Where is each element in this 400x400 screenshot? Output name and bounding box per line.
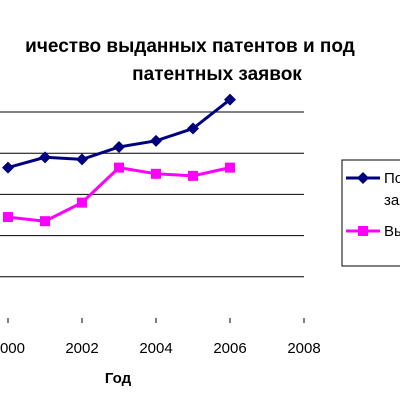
series-2 (3, 162, 235, 227)
x-tick-label: 2002 (65, 340, 98, 357)
data-point (187, 122, 199, 135)
legend-marker (357, 172, 369, 184)
data-point (2, 161, 14, 174)
x-tick-label: 000 (0, 340, 25, 357)
data-point (225, 162, 235, 173)
data-point (77, 197, 87, 208)
data-point (114, 162, 124, 173)
chart-title-line-1: ичество выданных патентов и под (25, 36, 355, 57)
x-axis-ticks: 000 2002 2004 2006 2008 (0, 318, 321, 357)
data-point (3, 212, 13, 223)
series-layer (2, 93, 236, 227)
x-axis-title: Год (105, 370, 132, 387)
x-tick-label: 2008 (287, 340, 320, 357)
data-point (188, 170, 198, 181)
chart-title-line-2: патентных заявок (132, 64, 302, 85)
gridlines (0, 111, 304, 278)
data-point (39, 151, 51, 164)
legend-label: По (384, 170, 400, 187)
x-tick-label: 2006 (213, 340, 246, 357)
data-point (40, 216, 50, 227)
data-point (224, 93, 236, 106)
data-point (151, 168, 161, 179)
series-1 (2, 93, 236, 174)
data-point (150, 134, 162, 147)
legend-label: зая (384, 192, 400, 209)
legend-marker (358, 226, 368, 236)
data-point (113, 141, 125, 154)
data-point (76, 153, 88, 166)
x-tick-label: 2004 (139, 340, 172, 357)
legend-label: Вы (384, 223, 400, 240)
legend: По зая Вы (341, 159, 400, 267)
